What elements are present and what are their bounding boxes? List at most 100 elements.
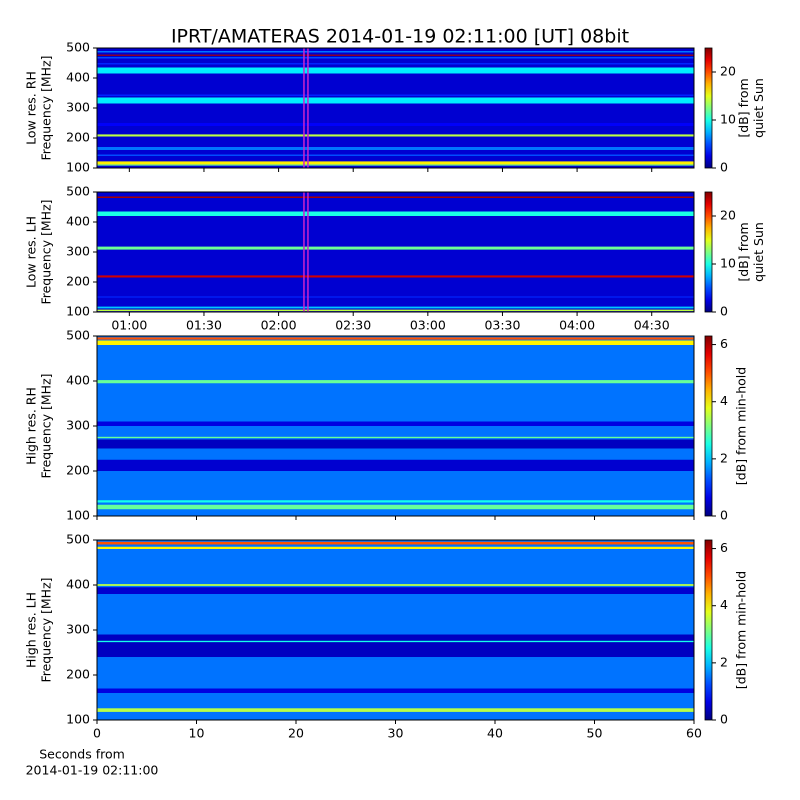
x-tick-label: 03:00 bbox=[410, 318, 446, 333]
colorbar bbox=[704, 539, 713, 721]
colorbar-tick-label: 0 bbox=[720, 712, 728, 727]
spectrum-band bbox=[97, 640, 694, 643]
x-tick-label: 01:30 bbox=[186, 318, 222, 333]
x-tick-label: 03:30 bbox=[484, 318, 520, 333]
spectrum-band bbox=[97, 147, 694, 150]
spectrum-band bbox=[97, 51, 694, 53]
spectrum-band bbox=[97, 500, 694, 503]
colorbar-tick-label: 6 bbox=[720, 540, 728, 555]
y-axis-label: High res. LH bbox=[24, 592, 39, 668]
y-tick-label: 400 bbox=[66, 214, 90, 229]
x-tick-label: 01:00 bbox=[111, 318, 147, 333]
y-axis-label: Frequency [MHz] bbox=[39, 373, 54, 478]
y-axis-label: High res. RH bbox=[24, 387, 39, 465]
spectrum-band bbox=[97, 54, 694, 56]
colorbar bbox=[704, 47, 713, 169]
x-tick-label: 10 bbox=[189, 726, 205, 741]
x-tick-label: 02:30 bbox=[335, 318, 371, 333]
colorbar-label: [dB] from bbox=[736, 222, 751, 281]
colorbar bbox=[704, 191, 713, 313]
spectrum-band bbox=[97, 63, 694, 65]
colorbar-tick-label: 0 bbox=[720, 160, 728, 175]
spectrum-band bbox=[97, 134, 694, 137]
y-tick-label: 100 bbox=[66, 304, 90, 319]
y-tick-label: 300 bbox=[66, 100, 90, 115]
y-tick-label: 100 bbox=[66, 508, 90, 523]
y-tick-label: 400 bbox=[66, 70, 90, 85]
x-tick-label: 02:00 bbox=[261, 318, 297, 333]
spectrum-band bbox=[97, 67, 694, 74]
spectrum-band bbox=[97, 337, 694, 340]
y-tick-label: 300 bbox=[66, 418, 90, 433]
colorbar-tick-label: 20 bbox=[720, 64, 736, 79]
spectrum-band bbox=[97, 57, 694, 59]
spectrum-band bbox=[97, 584, 694, 586]
y-tick-label: 200 bbox=[66, 463, 90, 478]
x-tick-label: 40 bbox=[487, 726, 503, 741]
y-tick-label: 400 bbox=[66, 577, 90, 592]
y-tick-label: 200 bbox=[66, 130, 90, 145]
spectrum-band bbox=[97, 541, 694, 545]
spectrum-band bbox=[97, 634, 694, 657]
y-tick-label: 300 bbox=[66, 622, 90, 637]
x-tick-label: 50 bbox=[587, 726, 603, 741]
y-axis-label: Low res. LH bbox=[24, 216, 39, 288]
colorbar-tick-label: 0 bbox=[720, 304, 728, 319]
y-tick-label: 200 bbox=[66, 667, 90, 682]
spectrum-band bbox=[97, 123, 694, 126]
colorbar-label: [dB] from min-hold bbox=[734, 571, 749, 689]
y-tick-label: 500 bbox=[66, 40, 90, 55]
spectrum-band bbox=[97, 688, 694, 693]
y-tick-label: 300 bbox=[66, 244, 90, 259]
colorbar-tick-label: 2 bbox=[720, 450, 728, 465]
spectrum-band bbox=[97, 196, 694, 198]
y-tick-label: 200 bbox=[66, 274, 90, 289]
colorbar-tick-label: 6 bbox=[720, 336, 728, 351]
colorbar-tick-label: 2 bbox=[720, 654, 728, 669]
colorbar-label: [dB] from min-hold bbox=[734, 367, 749, 485]
y-axis-label: Frequency [MHz] bbox=[39, 55, 54, 160]
y-tick-label: 100 bbox=[66, 160, 90, 175]
x-tick-label: 60 bbox=[686, 726, 702, 741]
spectrum-band bbox=[97, 275, 694, 278]
x-axis-label: Seconds from bbox=[39, 747, 125, 762]
y-axis-label: Frequency [MHz] bbox=[39, 577, 54, 682]
y-tick-label: 100 bbox=[66, 712, 90, 727]
spectrum-band bbox=[97, 309, 694, 312]
colorbar-label: quiet Sun bbox=[751, 222, 766, 282]
colorbar-label: quiet Sun bbox=[751, 78, 766, 138]
y-tick-label: 500 bbox=[66, 328, 90, 343]
spectrum-band bbox=[97, 708, 694, 712]
colorbar-tick-label: 10 bbox=[720, 256, 736, 271]
spectrum-band bbox=[97, 459, 694, 471]
x-axis-label: 2014-01-19 02:11:00 bbox=[26, 763, 159, 778]
spectrum-band bbox=[97, 546, 694, 549]
x-tick-label: 30 bbox=[388, 726, 404, 741]
colorbar-tick-label: 4 bbox=[720, 597, 728, 612]
y-tick-label: 400 bbox=[66, 373, 90, 388]
colorbar-tick-label: 4 bbox=[720, 393, 728, 408]
x-tick-label: 04:30 bbox=[634, 318, 670, 333]
spectrum-band bbox=[97, 380, 694, 384]
spectrum-band bbox=[97, 421, 694, 426]
colorbar-tick-label: 0 bbox=[720, 508, 728, 523]
spectrum-band bbox=[97, 296, 694, 298]
figure-title: IPRT/AMATERAS 2014-01-19 02:11:00 [UT] 0… bbox=[171, 26, 629, 48]
spectrum-band bbox=[97, 306, 694, 309]
spectrum-band bbox=[97, 97, 694, 104]
spectrum-band bbox=[97, 436, 694, 439]
spectrum-band bbox=[97, 439, 694, 449]
x-tick-label: 20 bbox=[288, 726, 304, 741]
spectrum-band bbox=[97, 154, 694, 156]
spectrum-band bbox=[97, 192, 694, 312]
spectrum-band bbox=[97, 246, 694, 250]
y-axis-label: Low res. RH bbox=[24, 71, 39, 145]
spectrum-band bbox=[97, 504, 694, 510]
x-tick-label: 0 bbox=[93, 726, 101, 741]
spectrum-band bbox=[97, 587, 694, 594]
spectrum-band bbox=[97, 340, 694, 345]
spectrum-band bbox=[97, 94, 694, 96]
colorbar bbox=[704, 335, 713, 517]
spectrum-band bbox=[97, 211, 694, 216]
